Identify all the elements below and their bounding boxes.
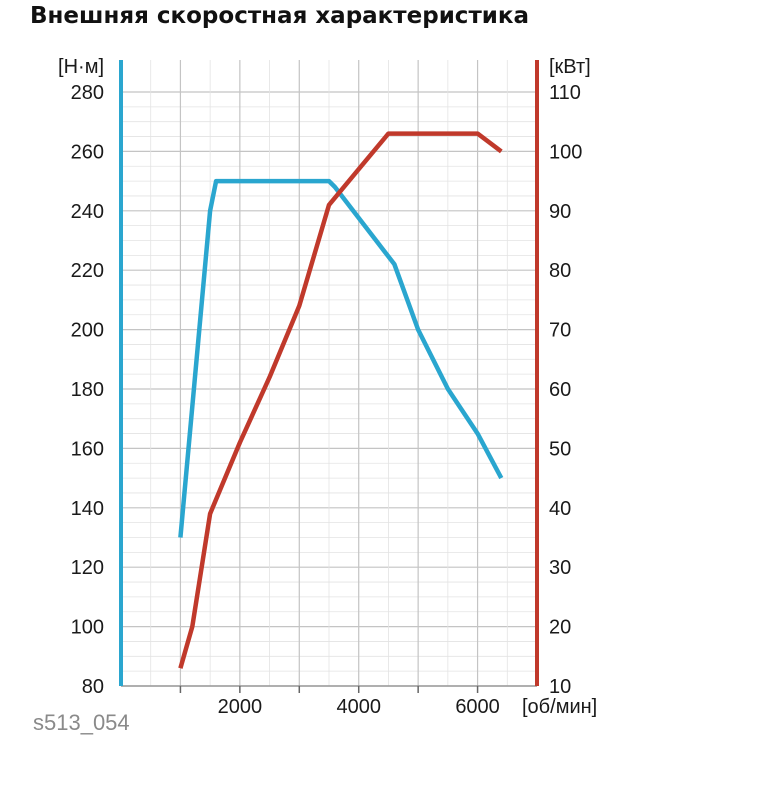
left-tick-label: 80 — [82, 676, 104, 698]
right-tick-label: 20 — [549, 617, 571, 639]
left-tick-label: 100 — [71, 617, 104, 639]
right-tick-label: 10 — [549, 676, 571, 698]
x-tick-label: 2000 — [218, 696, 263, 718]
figure-code: s513_054 — [33, 710, 130, 735]
left-tick-label: 240 — [71, 201, 104, 223]
right-tick-label: 90 — [549, 201, 571, 223]
left-tick-label: 160 — [71, 438, 104, 460]
left-tick-label: 220 — [71, 260, 104, 282]
power-curve — [178, 131, 503, 669]
right-tick-label: 100 — [549, 141, 582, 163]
left-tick-label: 120 — [71, 557, 104, 579]
x-axis-unit: [об/мин] — [522, 696, 597, 718]
right-tick-label: 110 — [549, 82, 581, 104]
grid — [121, 60, 537, 687]
left-tick-label: 140 — [71, 498, 104, 520]
right-tick-label: 70 — [549, 320, 571, 342]
right-tick-label: 60 — [549, 379, 571, 401]
right-tick-label: 50 — [549, 438, 571, 460]
right-tick-label: 40 — [549, 498, 571, 520]
left-tick-label: 180 — [71, 379, 104, 401]
left-tick-label: 260 — [71, 141, 104, 163]
chart-title: Внешняя скоростная характеристика — [30, 3, 530, 29]
right-tick-label: 30 — [549, 557, 571, 579]
right-axis-unit: [кВт] — [549, 56, 591, 78]
left-axis-unit: [Н·м] — [58, 56, 104, 78]
left-tick-label: 280 — [71, 82, 104, 104]
series — [178, 131, 504, 669]
torque-curve — [178, 178, 504, 538]
tick-labels: 80 100 120 140 160 180 200 220 240 260 280 10 20 30 40… — [58, 56, 597, 718]
left-tick-label: 200 — [71, 320, 104, 342]
right-tick-label: 80 — [549, 260, 571, 282]
x-tick-label: 4000 — [336, 696, 381, 718]
axes — [119, 60, 539, 693]
x-tick-label: 6000 — [455, 696, 500, 718]
